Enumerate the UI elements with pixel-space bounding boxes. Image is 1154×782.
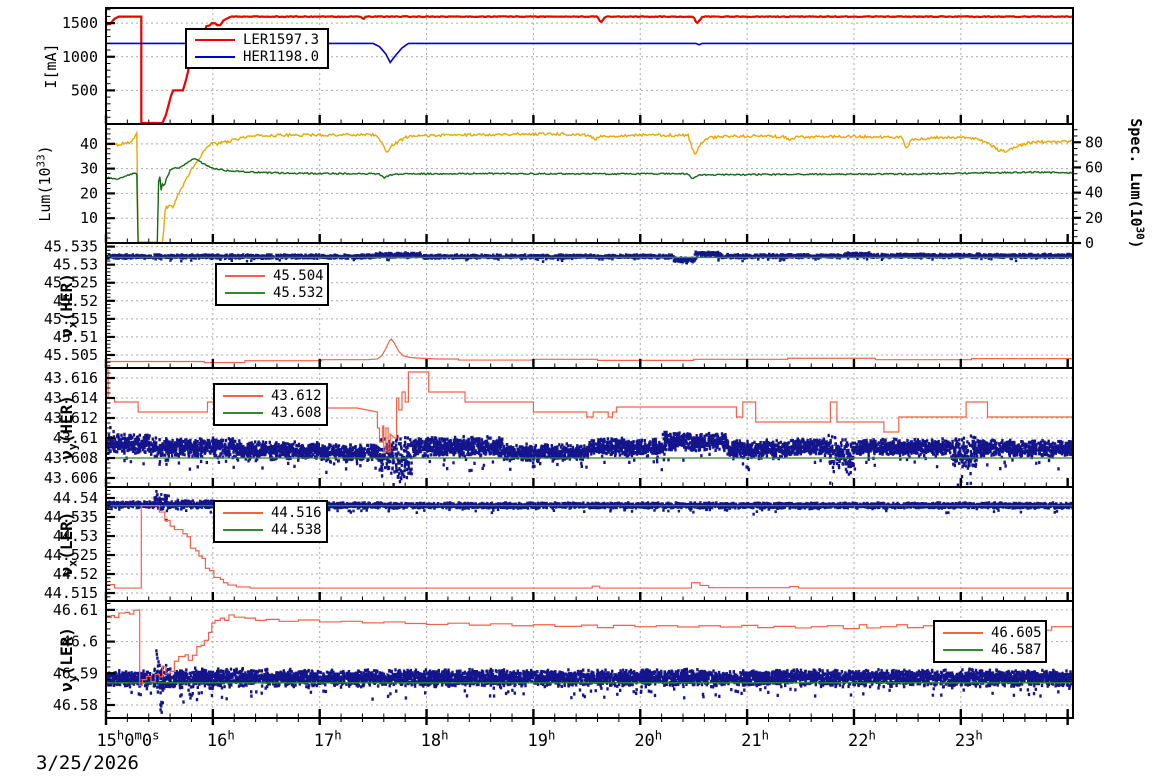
svg-text:21h​: 21h​ <box>741 729 769 751</box>
her-line-swatch <box>195 55 235 58</box>
legend-series-value: 45.504 <box>273 268 324 284</box>
svg-text:43.61: 43.61 <box>53 429 98 447</box>
legend-series-value: 46.587 <box>991 642 1042 658</box>
svg-text:43.616: 43.616 <box>44 369 98 387</box>
svg-text:45.515: 45.515 <box>44 310 98 328</box>
svg-text:20h​: 20h​ <box>634 729 662 751</box>
legend-nuy-ler: 46.605 46.587 <box>933 620 1047 663</box>
svg-text:40: 40 <box>1085 184 1103 202</box>
legend-series-value: 44.538 <box>271 522 322 538</box>
svg-text:22h​: 22h​ <box>848 729 876 751</box>
svg-text:1000: 1000 <box>62 48 98 66</box>
svg-text:45.505: 45.505 <box>44 346 98 364</box>
svg-text:44.54: 44.54 <box>53 489 98 507</box>
svg-text:44.535: 44.535 <box>44 508 98 526</box>
svg-text:19h​: 19h​ <box>527 729 555 751</box>
svg-text:46.58: 46.58 <box>53 696 98 714</box>
legend-series-value: 46.605 <box>991 625 1042 641</box>
svg-text:10: 10 <box>80 209 98 227</box>
svg-text:45.525: 45.525 <box>44 274 98 292</box>
setpoint-line-swatch <box>225 292 265 294</box>
measured-line-swatch <box>225 275 265 277</box>
svg-text:I[mA]: I[mA] <box>42 43 60 88</box>
svg-text:Spec. Lum(1030​): Spec. Lum(1030​) <box>1127 118 1147 248</box>
svg-text:νx​(LER): νx​(LER) <box>57 512 79 577</box>
legend-entry: 45.504 <box>225 268 324 284</box>
svg-text:44.52: 44.52 <box>53 565 98 583</box>
svg-text:15h​0m​0s​: 15h​0m​0s​ <box>96 729 159 751</box>
svg-text:0: 0 <box>1085 234 1094 252</box>
svg-text:46.61: 46.61 <box>53 601 98 619</box>
svg-text:20: 20 <box>80 184 98 202</box>
svg-text:νx​(HER): νx​(HER) <box>57 273 79 338</box>
legend-series-value: 43.612 <box>271 388 322 404</box>
svg-text:23h​: 23h​ <box>955 729 983 751</box>
legend-entry: 44.516 <box>223 505 322 521</box>
svg-text:Lum(1033​): Lum(1033​) <box>34 145 54 221</box>
svg-text:43.612: 43.612 <box>44 409 98 427</box>
legend-nuy-her: 43.612 43.608 <box>213 383 328 426</box>
legend-nux-her: 45.504 45.532 <box>215 263 329 306</box>
legend-series-value: 1198.0 <box>268 48 319 65</box>
svg-text:46.59: 46.59 <box>53 664 98 682</box>
svg-text:45.535: 45.535 <box>44 238 98 256</box>
measured-line-swatch <box>943 632 983 634</box>
svg-text:43.614: 43.614 <box>44 389 98 407</box>
legend-series-name: HER <box>243 48 269 65</box>
svg-text:44.525: 44.525 <box>44 546 98 564</box>
measured-line-swatch <box>223 512 263 514</box>
setpoint-line-swatch <box>223 529 263 531</box>
svg-text:17h​: 17h​ <box>314 729 342 751</box>
svg-text:16h​: 16h​ <box>207 729 235 751</box>
date-label: 3/25/2026 <box>36 752 139 774</box>
svg-text:40: 40 <box>80 135 98 153</box>
setpoint-line-swatch <box>223 412 263 414</box>
setpoint-line-swatch <box>943 649 983 651</box>
svg-text:30: 30 <box>80 160 98 178</box>
legend-entry: LER 1597.3 <box>195 32 319 48</box>
svg-text:44.53: 44.53 <box>53 527 98 545</box>
svg-text:45.51: 45.51 <box>53 328 98 346</box>
svg-text:500: 500 <box>71 81 98 99</box>
legend-series-value: 43.608 <box>271 405 322 421</box>
measured-line-swatch <box>223 395 263 397</box>
svg-text:80: 80 <box>1085 133 1103 151</box>
svg-text:νy​(LER): νy​(LER) <box>57 627 79 692</box>
svg-text:20: 20 <box>1085 209 1103 227</box>
svg-text:43.608: 43.608 <box>44 449 98 467</box>
legend-entry: HER 1198.0 <box>195 49 319 65</box>
legend-entry: 45.532 <box>225 285 324 301</box>
legend-beam-current: LER 1597.3 HER 1198.0 <box>185 28 329 69</box>
ler-line-swatch <box>195 39 235 42</box>
svg-text:46.6: 46.6 <box>62 633 98 651</box>
legend-series-value: 1597.3 <box>268 32 319 49</box>
legend-series-value: 44.516 <box>271 505 322 521</box>
legend-series-value: 45.532 <box>273 285 324 301</box>
svg-text:45.52: 45.52 <box>53 292 98 310</box>
legend-entry: 43.612 <box>223 388 322 404</box>
legend-entry: 44.538 <box>223 522 322 538</box>
svg-text:44.515: 44.515 <box>44 584 98 602</box>
legend-nux-ler: 44.516 44.538 <box>213 500 328 543</box>
svg-text:45.53: 45.53 <box>53 256 98 274</box>
svg-text:43.606: 43.606 <box>44 469 98 487</box>
svg-text:18h​: 18h​ <box>421 729 449 751</box>
svg-text:1500: 1500 <box>62 14 98 32</box>
legend-entry: 43.608 <box>223 405 322 421</box>
svg-text:60: 60 <box>1085 158 1103 176</box>
legend-entry: 46.605 <box>943 625 1042 641</box>
svg-text:νy​(HER): νy​(HER) <box>57 395 79 460</box>
legend-entry: 46.587 <box>943 642 1042 658</box>
legend-series-name: LER <box>243 32 269 49</box>
